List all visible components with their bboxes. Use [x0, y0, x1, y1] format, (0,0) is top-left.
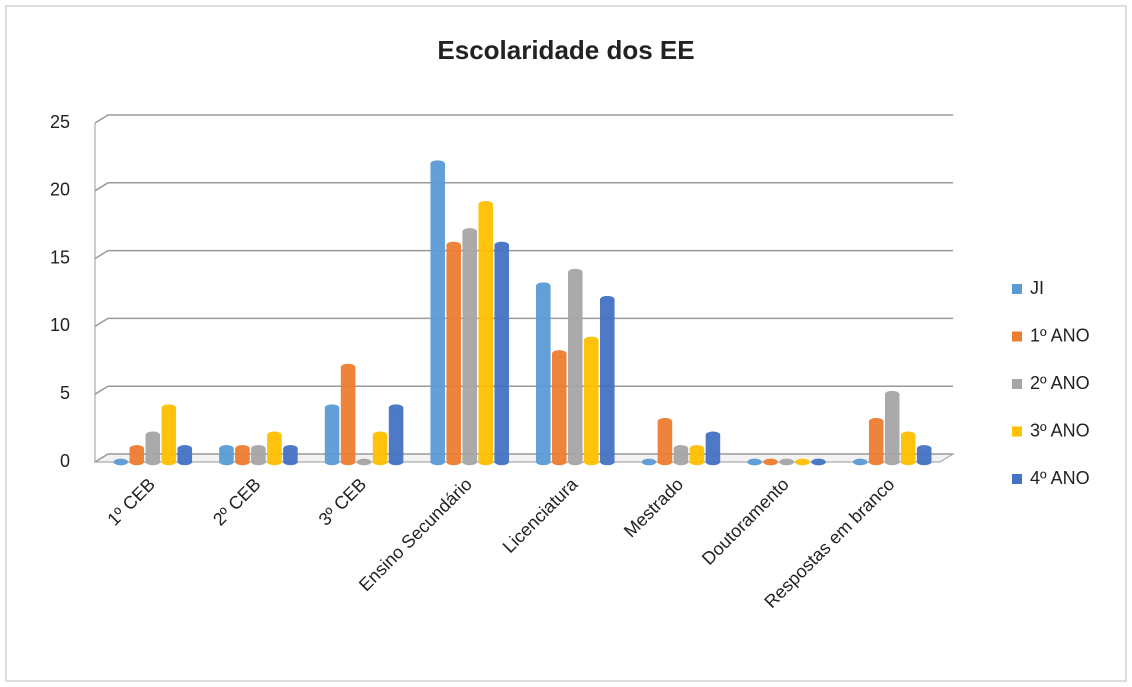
grid-line: [94, 114, 953, 124]
legend-swatch: [1012, 474, 1022, 484]
bar: [673, 445, 689, 466]
bar: [552, 350, 567, 466]
bar: [340, 363, 356, 466]
legend-swatch: [1012, 379, 1022, 389]
chart-title: Escolaridade dos EE: [437, 35, 694, 65]
grid-line: [94, 249, 953, 260]
y-tick-label: 0: [60, 451, 70, 471]
bar: [747, 458, 762, 466]
bar: [600, 296, 615, 466]
bar: [129, 445, 145, 466]
bar: [494, 241, 509, 466]
bar: [852, 458, 868, 466]
bar: [478, 201, 493, 466]
bar: [795, 458, 810, 466]
bar: [446, 241, 461, 466]
bar: [267, 431, 282, 466]
bar: [584, 336, 599, 466]
bar: [900, 431, 916, 466]
legend-swatch: [1012, 426, 1022, 437]
y-tick-label: 10: [50, 315, 70, 335]
y-tick-label: 25: [50, 112, 70, 132]
bar: [235, 445, 250, 466]
bar: [705, 431, 721, 466]
legend-swatch: [1012, 284, 1022, 294]
bar: [779, 458, 794, 466]
legend-label: 4º ANO: [1030, 468, 1090, 488]
y-tick-label: 20: [50, 180, 70, 200]
bar: [763, 458, 778, 466]
bar: [283, 445, 298, 466]
bar: [868, 418, 884, 466]
grid-line: [94, 317, 953, 328]
legend-label: 3º ANO: [1030, 420, 1090, 440]
bar: [113, 458, 129, 466]
bar: [884, 390, 900, 466]
y-tick-label: 5: [60, 383, 70, 403]
bar: [251, 445, 266, 466]
bar: [657, 418, 673, 466]
bar: [372, 431, 388, 466]
bar: [324, 404, 340, 466]
bar: [536, 282, 551, 466]
bar: [811, 458, 826, 466]
bar: [388, 404, 404, 466]
legend-swatch: [1012, 331, 1022, 342]
bar: [430, 160, 445, 466]
bar: [161, 404, 177, 466]
legend-label: 2º ANO: [1030, 373, 1090, 393]
bar: [177, 445, 193, 466]
bar: [145, 431, 161, 466]
bar: [356, 458, 372, 466]
y-tick-label: 15: [50, 247, 70, 267]
bar: [568, 268, 583, 466]
legend-label: 1º ANO: [1030, 325, 1090, 345]
grid-line: [94, 385, 953, 395]
bar: [219, 445, 234, 466]
bar: [916, 445, 932, 466]
bar: [689, 445, 705, 466]
bar: [462, 228, 477, 466]
grid-line: [94, 182, 953, 192]
legend-label: JI: [1030, 278, 1044, 298]
frame: [5, 5, 1127, 682]
bar: [641, 458, 657, 466]
